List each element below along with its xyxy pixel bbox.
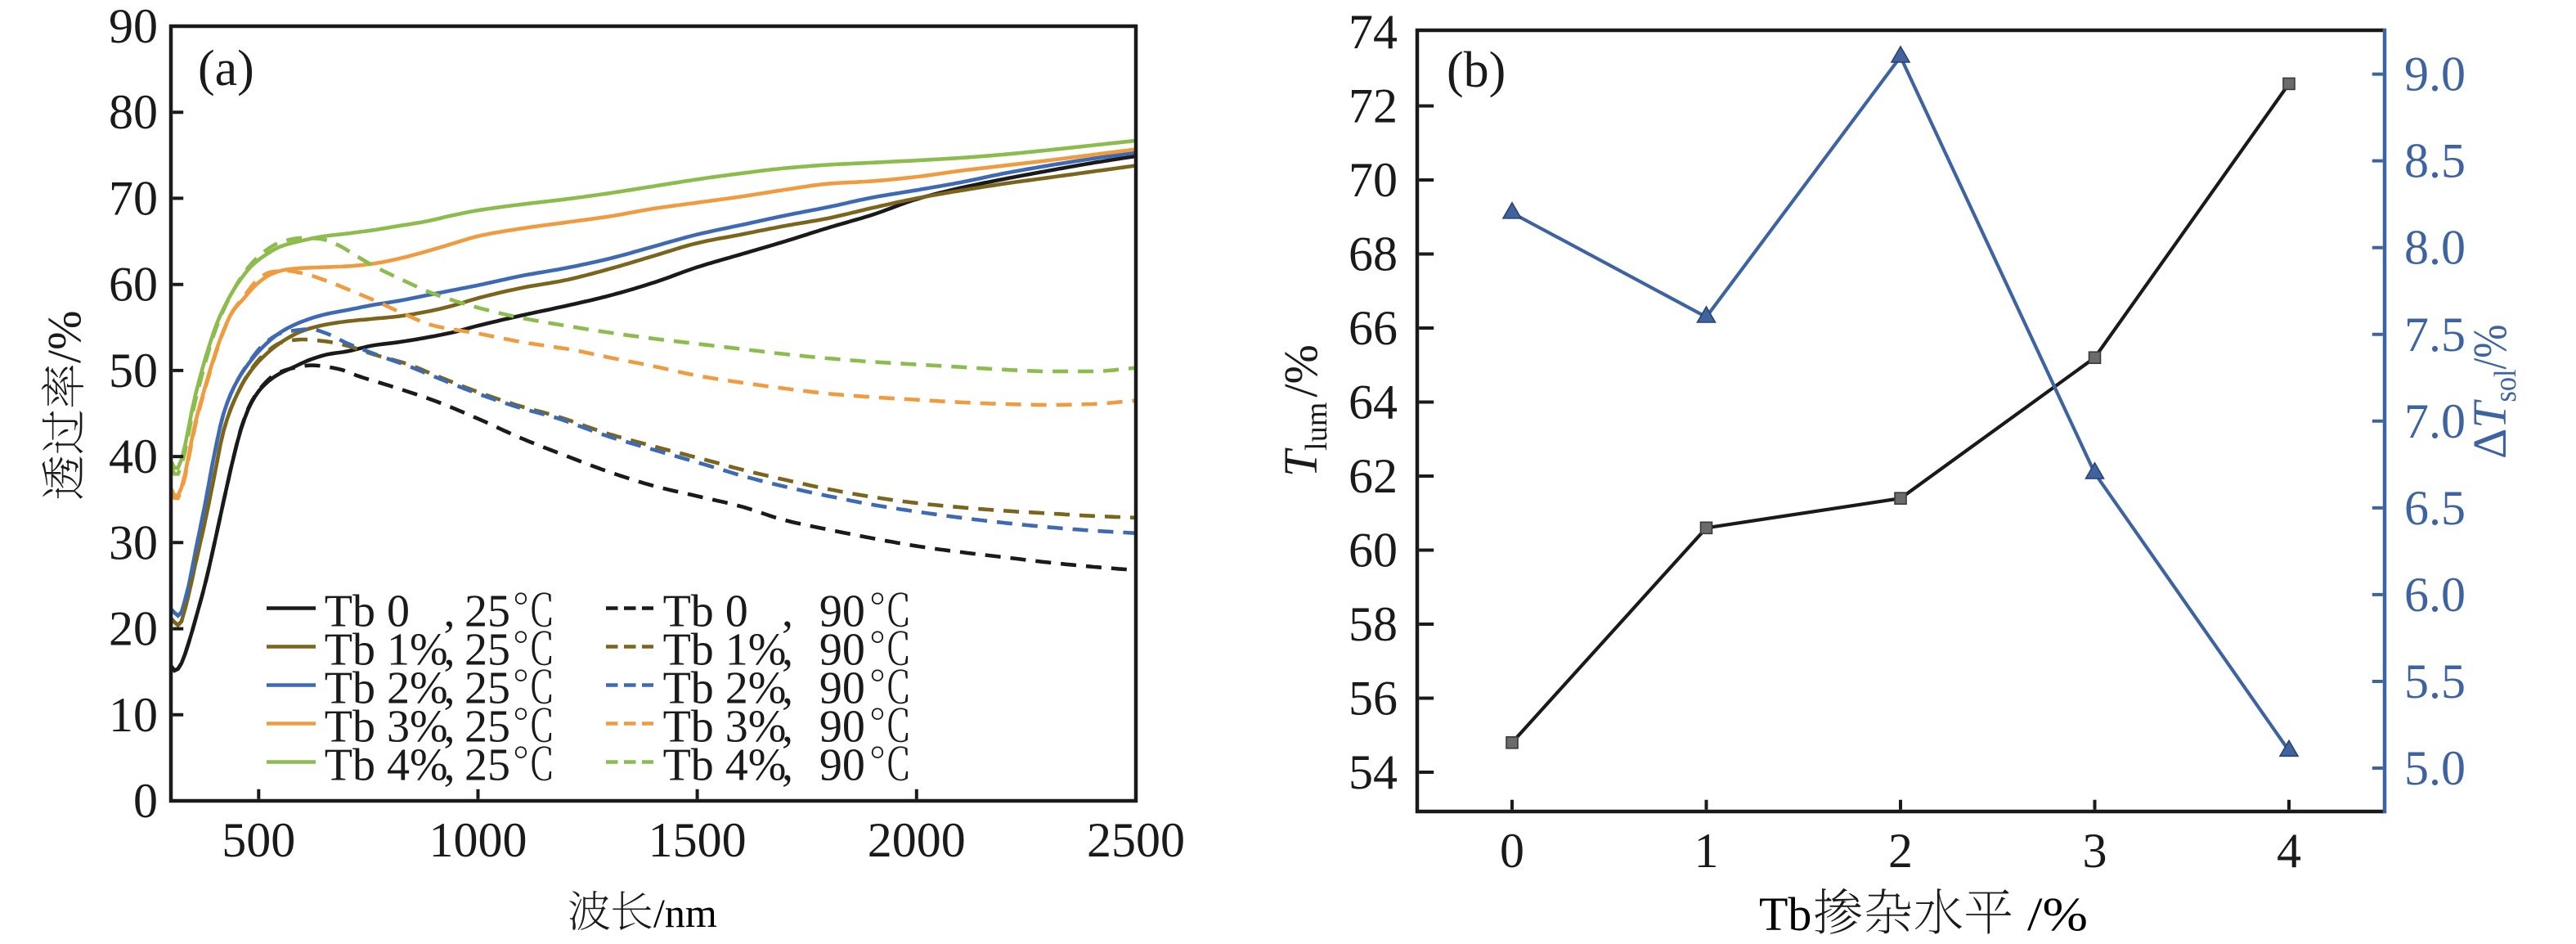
svg-text:7.5: 7.5	[2404, 308, 2466, 362]
svg-text:,: ,	[782, 702, 793, 753]
svg-text:60: 60	[1349, 524, 1398, 578]
svg-text:Tb 3%: Tb 3%	[663, 702, 787, 753]
svg-text:Δ: Δ	[2463, 429, 2516, 459]
svg-text:58: 58	[1349, 597, 1398, 651]
svg-text:90: 90	[109, 0, 158, 53]
svg-text:0: 0	[1500, 824, 1524, 878]
svg-text:70: 70	[109, 171, 158, 225]
svg-text:30: 30	[109, 515, 158, 569]
svg-text:500: 500	[222, 813, 295, 867]
svg-text:72: 72	[1349, 79, 1398, 133]
svg-text:62: 62	[1349, 449, 1398, 503]
svg-text:,: ,	[444, 625, 456, 676]
svg-text:1: 1	[1694, 824, 1719, 878]
svg-text:25: 25	[464, 587, 510, 637]
svg-text:Tb 4%: Tb 4%	[325, 740, 448, 791]
svg-text:Tb: Tb	[1759, 888, 1811, 941]
svg-text:20: 20	[109, 602, 158, 656]
svg-text:1000: 1000	[429, 813, 527, 867]
svg-text:5.5: 5.5	[2404, 654, 2466, 708]
svg-text:54: 54	[1349, 745, 1398, 799]
svg-text:1500: 1500	[648, 813, 747, 867]
svg-text:5.0: 5.0	[2404, 741, 2466, 795]
svg-text:2: 2	[1888, 824, 1913, 878]
svg-text:(b): (b)	[1447, 43, 1506, 98]
svg-text:/%: /%	[2463, 325, 2516, 370]
svg-text:T: T	[2463, 399, 2516, 429]
svg-text:,: ,	[782, 663, 793, 714]
svg-text:,: ,	[782, 625, 793, 676]
svg-text:lum: lum	[1299, 402, 1334, 451]
svg-text:2000: 2000	[868, 813, 966, 867]
svg-text:8.0: 8.0	[2404, 221, 2466, 275]
svg-text:,: ,	[782, 587, 793, 637]
svg-text:,: ,	[444, 663, 456, 714]
svg-text:,: ,	[444, 702, 456, 753]
svg-text:T: T	[1274, 447, 1327, 477]
svg-text:25: 25	[464, 702, 510, 753]
svg-text:Tb 0: Tb 0	[325, 587, 410, 637]
svg-text:Tb 2%: Tb 2%	[663, 663, 787, 714]
svg-text:6.5: 6.5	[2404, 481, 2466, 535]
svg-text:6.0: 6.0	[2404, 568, 2466, 622]
svg-text:3: 3	[2083, 824, 2107, 878]
svg-text:4: 4	[2277, 824, 2301, 878]
svg-text:90: 90	[819, 702, 865, 753]
svg-text:60: 60	[109, 258, 158, 312]
svg-text:Tb 4%: Tb 4%	[663, 740, 787, 791]
svg-text:/%: /%	[1274, 344, 1327, 397]
svg-text:,: ,	[444, 587, 456, 637]
svg-text:66: 66	[1349, 301, 1398, 355]
svg-text:90: 90	[819, 663, 865, 714]
svg-text:40: 40	[109, 429, 158, 483]
svg-text:68: 68	[1349, 227, 1398, 281]
svg-text:sol: sol	[2488, 370, 2523, 402]
svg-text:64: 64	[1349, 375, 1398, 429]
svg-text:,: ,	[782, 740, 793, 791]
svg-text:2500: 2500	[1087, 813, 1185, 867]
svg-text:9.0: 9.0	[2404, 47, 2466, 101]
svg-text:90: 90	[819, 740, 865, 791]
svg-text:90: 90	[819, 625, 865, 676]
svg-text:80: 80	[109, 85, 158, 139]
svg-text:Tb 0: Tb 0	[663, 587, 748, 637]
svg-text:7.0: 7.0	[2404, 394, 2466, 448]
svg-text:10: 10	[109, 688, 158, 742]
svg-text:/nm: /nm	[653, 890, 717, 936]
svg-text:/%: /%	[38, 311, 91, 363]
svg-text:50: 50	[109, 344, 158, 398]
svg-text:0: 0	[133, 774, 158, 828]
svg-text:25: 25	[464, 740, 510, 791]
svg-text:Tb 3%: Tb 3%	[325, 702, 448, 753]
svg-text:90: 90	[819, 587, 865, 637]
svg-text:70: 70	[1349, 153, 1398, 207]
svg-text:25: 25	[464, 663, 510, 714]
svg-text:25: 25	[464, 625, 510, 676]
svg-text:Tb 2%: Tb 2%	[325, 663, 448, 714]
svg-text:,: ,	[444, 740, 456, 791]
svg-text:Tb 1%: Tb 1%	[325, 625, 448, 676]
svg-text:56: 56	[1349, 672, 1398, 726]
svg-text:(a): (a)	[198, 41, 254, 97]
svg-text:8.5: 8.5	[2404, 134, 2466, 188]
svg-text:Tb 1%: Tb 1%	[663, 625, 787, 676]
svg-text:74: 74	[1349, 5, 1398, 59]
svg-text:/%: /%	[2027, 888, 2088, 941]
